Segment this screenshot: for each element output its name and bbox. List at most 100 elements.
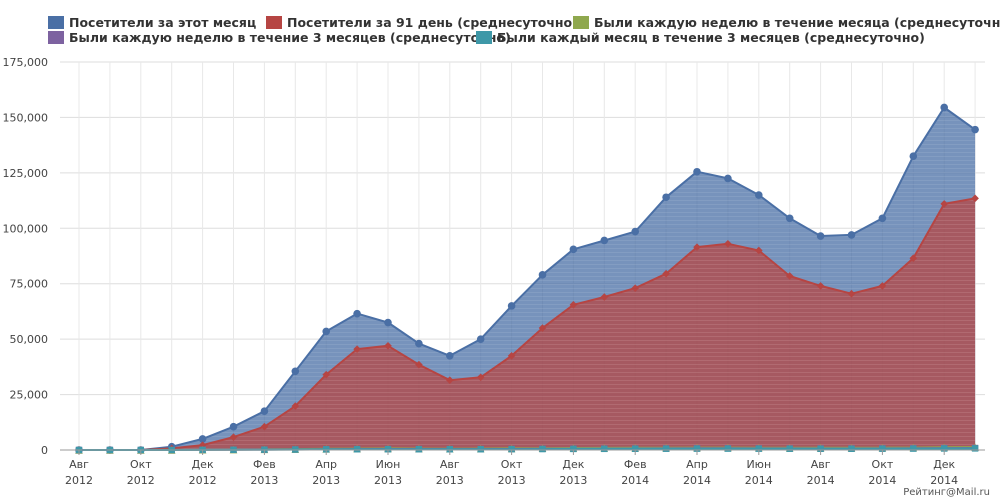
legend-swatch — [48, 31, 64, 44]
series-1-point[interactable] — [631, 227, 639, 236]
series-2-point[interactable] — [631, 284, 639, 292]
y-tick-label: 75,000 — [10, 278, 49, 291]
series-2-point[interactable] — [755, 246, 763, 255]
series-5-point[interactable] — [508, 445, 515, 453]
series-1-point[interactable] — [415, 339, 423, 348]
series-1-point[interactable] — [600, 236, 609, 245]
series-2-point[interactable] — [322, 370, 330, 379]
series-1-point[interactable] — [353, 309, 361, 318]
y-tick-label: 175,000 — [3, 56, 49, 69]
y-tick-label: 0 — [41, 444, 48, 457]
series-5-point[interactable] — [910, 445, 917, 452]
series-1-point[interactable] — [507, 302, 516, 310]
legend-swatch — [573, 16, 589, 29]
series-5-point[interactable] — [384, 446, 392, 453]
x-tick-year: 2014 — [807, 474, 835, 487]
series-2-point[interactable] — [415, 360, 423, 369]
series-2-point[interactable] — [724, 240, 732, 248]
series-5-point[interactable] — [941, 445, 948, 452]
series-2-point[interactable] — [507, 351, 516, 360]
legend-item-1[interactable]: Посетители за этот месяц — [48, 15, 256, 30]
series-1-point[interactable] — [446, 351, 454, 360]
series-5-point[interactable] — [786, 445, 793, 452]
series-1-point[interactable] — [909, 152, 918, 161]
series-2-point[interactable] — [785, 272, 794, 280]
series-2-point[interactable] — [693, 243, 701, 251]
x-tick-month: Апр — [315, 458, 337, 471]
series-2-point[interactable] — [476, 373, 485, 382]
series-1-point[interactable] — [693, 167, 701, 176]
series-5-point[interactable] — [353, 446, 361, 453]
series-5-point[interactable] — [539, 445, 546, 453]
x-tick-month: Авг — [811, 458, 831, 471]
series-5-point[interactable] — [570, 445, 577, 453]
legend-item-2[interactable]: Посетители за 91 день (среднесуточно) — [266, 15, 578, 30]
series-5-point[interactable] — [817, 445, 824, 452]
legend[interactable]: Посетители за этот месяц Посетители за 91… — [48, 15, 1000, 45]
series-5-point[interactable] — [879, 445, 886, 452]
series-1-point[interactable] — [569, 245, 578, 254]
x-tick-year: 2014 — [868, 474, 896, 487]
series-2-point[interactable] — [353, 345, 361, 353]
series-1-point[interactable] — [476, 335, 485, 343]
series-2-point[interactable] — [538, 324, 547, 332]
series-1-point[interactable] — [816, 232, 825, 240]
series-1-point[interactable] — [755, 191, 763, 199]
series-2-point[interactable] — [662, 269, 670, 278]
series-5-point[interactable] — [693, 445, 701, 452]
series-2-point[interactable] — [940, 200, 948, 208]
series-2-point[interactable] — [291, 402, 300, 410]
series-1-point[interactable] — [291, 367, 300, 376]
legend-item-5[interactable]: Были каждый месяц в течение 3 месяцев (с… — [476, 30, 925, 45]
x-tick-year: 2012 — [65, 474, 93, 487]
legend-swatch — [476, 31, 492, 44]
series-5-point[interactable] — [415, 446, 423, 453]
x-tick-month: Окт — [501, 458, 523, 471]
series-1-point[interactable] — [940, 103, 948, 112]
series-1-point[interactable] — [662, 193, 670, 202]
series-5-point[interactable] — [323, 446, 330, 453]
x-tick-year: 2013 — [250, 474, 278, 487]
series-1-point[interactable] — [847, 231, 856, 239]
x-tick-year: 2013 — [559, 474, 587, 487]
series-2-point[interactable] — [878, 282, 887, 290]
series-2-point[interactable] — [229, 433, 238, 441]
legend-item-4[interactable]: Были каждую неделю в течение 3 месяцев (… — [48, 30, 511, 45]
series-2-area-texture — [79, 198, 976, 450]
series-1-point[interactable] — [785, 214, 794, 223]
series-5-point[interactable] — [632, 445, 639, 453]
series-1-point[interactable] — [724, 174, 732, 183]
series-2-point[interactable] — [847, 289, 856, 298]
series-1-point[interactable] — [971, 125, 979, 134]
series-5-point[interactable] — [662, 445, 670, 452]
series-2-point[interactable] — [909, 254, 918, 263]
x-tick-month: Авг — [440, 458, 460, 471]
x-tick-month: Дек — [562, 458, 584, 471]
series-1-point[interactable] — [229, 422, 238, 431]
x-tick-month: Июн — [746, 458, 771, 471]
series-2-point[interactable] — [569, 300, 578, 309]
series-1-point[interactable] — [198, 435, 207, 443]
legend-label: Посетители за этот месяц — [69, 15, 256, 30]
series-5-point[interactable] — [755, 445, 762, 452]
series-2-point[interactable] — [384, 341, 392, 350]
series-1-point[interactable] — [878, 214, 887, 223]
series-5-point[interactable] — [477, 446, 484, 453]
legend-item-3[interactable]: Были каждую неделю в течение месяца (сре… — [573, 15, 1000, 30]
series-1-point[interactable] — [322, 327, 331, 336]
series-2-point[interactable] — [971, 194, 979, 203]
series-5-point[interactable] — [724, 445, 732, 452]
series-2-point[interactable] — [600, 293, 609, 301]
series-1-point[interactable] — [384, 318, 392, 327]
series-5-point[interactable] — [601, 445, 608, 453]
series-2-point[interactable] — [816, 282, 825, 290]
series-5-point[interactable] — [971, 445, 979, 452]
series-5-point[interactable] — [446, 446, 453, 453]
x-tick-month: Фев — [253, 458, 276, 471]
series-1-point[interactable] — [260, 407, 269, 416]
legend-label: Были каждую неделю в течение месяца (сре… — [594, 15, 1000, 30]
series-2-point[interactable] — [446, 376, 454, 384]
series-5-point[interactable] — [848, 445, 855, 452]
series-2-point[interactable] — [260, 422, 269, 431]
series-1-point[interactable] — [538, 271, 547, 279]
